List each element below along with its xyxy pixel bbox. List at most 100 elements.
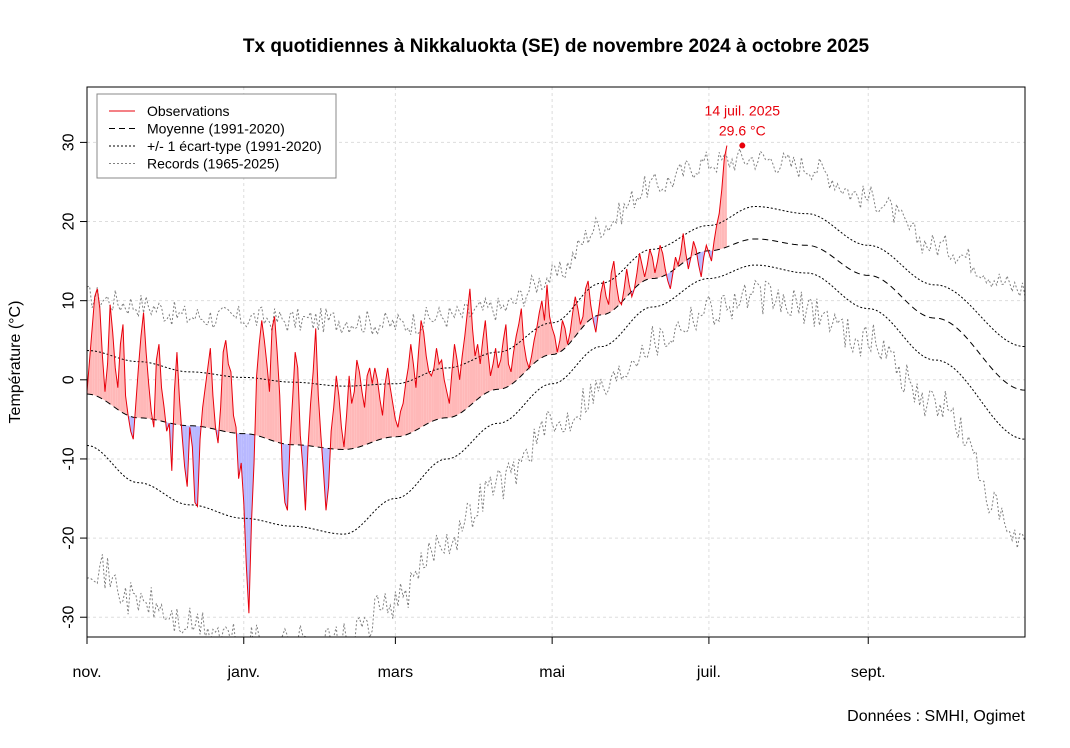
anomaly-fill-above bbox=[143, 312, 147, 419]
anomaly-fill-above bbox=[112, 332, 116, 408]
x-tick-label: mai bbox=[539, 664, 565, 681]
anomaly-fill-above bbox=[428, 371, 432, 423]
anomaly-fill-above bbox=[477, 344, 481, 400]
anomaly-fill-above bbox=[611, 261, 614, 312]
chart-title: Tx quotidiennes à Nikkaluokta (SE) de no… bbox=[243, 36, 870, 57]
plot-area: 14 juil. 2025 29.6 °C bbox=[87, 87, 1025, 637]
anomaly-fill-above bbox=[459, 356, 463, 414]
anomaly-fill-above bbox=[410, 344, 414, 433]
anomaly-fill-above bbox=[351, 391, 355, 449]
anomaly-fill-above bbox=[423, 332, 427, 426]
anomaly-fill-above bbox=[606, 296, 609, 315]
anomaly-fill-above bbox=[346, 375, 350, 450]
anomaly-fill-above bbox=[500, 340, 504, 390]
legend-label: Observations bbox=[147, 103, 229, 119]
anomaly-fill-above bbox=[660, 245, 663, 278]
plot-border bbox=[86, 86, 1026, 638]
anomaly-fill-below bbox=[238, 433, 242, 479]
anomaly-fill-above bbox=[374, 367, 378, 442]
anomaly-fill-above bbox=[266, 363, 270, 440]
anomaly-fill-above bbox=[392, 403, 396, 437]
axes: -30 -20 -10 0 10 20 30 nov. janv. mars mai juil. sep… bbox=[61, 86, 1026, 681]
anomaly-fill-above bbox=[513, 336, 517, 383]
annotation-date: 14 juil. 2025 bbox=[705, 103, 781, 119]
y-tick-label: -20 bbox=[61, 526, 78, 549]
anomaly-fill-above bbox=[295, 352, 298, 445]
anomaly-fill-above bbox=[462, 336, 465, 412]
anomaly-fill-above bbox=[379, 399, 383, 440]
anomaly-fill-above bbox=[493, 348, 496, 390]
x-tick-label: nov. bbox=[72, 664, 101, 681]
data-source-note: Données : SMHI, Ogimet bbox=[847, 708, 1025, 725]
anomaly-fill-above bbox=[464, 312, 468, 411]
anomaly-fill-above bbox=[369, 367, 373, 444]
anomaly-fill-above bbox=[508, 363, 512, 387]
y-tick-label: 10 bbox=[61, 292, 78, 310]
anomaly-fill-above bbox=[544, 284, 548, 357]
anomaly-fill-above bbox=[333, 375, 337, 450]
anomaly-fill-above bbox=[364, 375, 368, 446]
anomaly-fill-above bbox=[719, 189, 722, 250]
anomaly-fill-above bbox=[518, 308, 522, 379]
anomaly-fill-above bbox=[223, 340, 226, 432]
anomaly-fill-above bbox=[94, 288, 98, 397]
anomaly-fill-below bbox=[194, 425, 198, 507]
anomaly-fill-above bbox=[639, 253, 643, 284]
anomaly-fill-above bbox=[174, 352, 177, 425]
anomaly-fill-above bbox=[415, 352, 419, 431]
anomaly-fill-above bbox=[441, 360, 445, 419]
anomaly-fill-above bbox=[421, 320, 424, 428]
anomaly-fill-above bbox=[613, 261, 617, 310]
anomaly-fill-above bbox=[503, 324, 506, 389]
x-tick-label: sept. bbox=[851, 664, 886, 681]
anomaly-fill-below bbox=[248, 433, 252, 614]
anomaly-fill-above bbox=[657, 245, 661, 278]
y-tick-label: 30 bbox=[61, 133, 78, 151]
anomaly-fill-above bbox=[436, 348, 440, 420]
anomaly-fill-above bbox=[99, 308, 103, 399]
anomaly-fill-above bbox=[310, 371, 314, 447]
y-tick-label: 0 bbox=[61, 375, 78, 384]
anomaly-fill-above bbox=[367, 367, 370, 445]
anomaly-fill-below bbox=[698, 252, 702, 277]
anomaly-fill-above bbox=[202, 387, 206, 428]
anomaly-fill-above bbox=[256, 344, 260, 437]
anomaly-fill-above bbox=[724, 145, 727, 248]
anomaly-fill-above bbox=[349, 375, 352, 450]
legend-label: Records (1965-2025) bbox=[147, 156, 279, 172]
anomaly-fill-above bbox=[115, 367, 118, 410]
x-tick-label: mars bbox=[378, 664, 414, 681]
anomaly-fill-above bbox=[264, 340, 267, 439]
anomaly-fill-below bbox=[282, 443, 285, 503]
legend-box bbox=[96, 93, 337, 179]
anomaly-fill-above bbox=[600, 280, 604, 315]
anomaly-fill-below bbox=[667, 272, 671, 289]
anomaly-fill-above bbox=[97, 288, 100, 398]
anomaly-fill-above bbox=[156, 344, 159, 421]
anomaly-fill-above bbox=[431, 367, 434, 422]
anomaly-fill-above bbox=[207, 348, 211, 429]
max-point-marker bbox=[739, 142, 746, 149]
anomaly-fill-above bbox=[354, 360, 357, 449]
observations-line bbox=[87, 145, 728, 614]
y-tick-label: -30 bbox=[61, 606, 78, 629]
anomaly-fill-below bbox=[326, 448, 329, 511]
anomaly-fill-above bbox=[603, 280, 607, 315]
anomaly-fill-above bbox=[457, 360, 460, 416]
mean-line bbox=[87, 238, 1025, 450]
anomaly-fill-above bbox=[469, 288, 473, 406]
anomaly-fill-above bbox=[439, 360, 442, 419]
record-high-line bbox=[87, 147, 1025, 337]
anomaly-fill-above bbox=[490, 363, 494, 391]
x-tick-label: juil. bbox=[696, 664, 721, 681]
anomaly-fill-above bbox=[272, 316, 275, 442]
anomaly-fill-above bbox=[446, 391, 450, 418]
anomaly-fill-above bbox=[523, 344, 527, 374]
legend-label: +/- 1 écart-type (1991-2020) bbox=[147, 138, 322, 154]
record-low-line bbox=[87, 279, 1025, 637]
anomaly-fill-above bbox=[313, 328, 316, 447]
anomaly-fill-above bbox=[385, 367, 388, 438]
anomaly-fill-above bbox=[467, 288, 470, 408]
anomaly-fill-above bbox=[400, 403, 404, 437]
